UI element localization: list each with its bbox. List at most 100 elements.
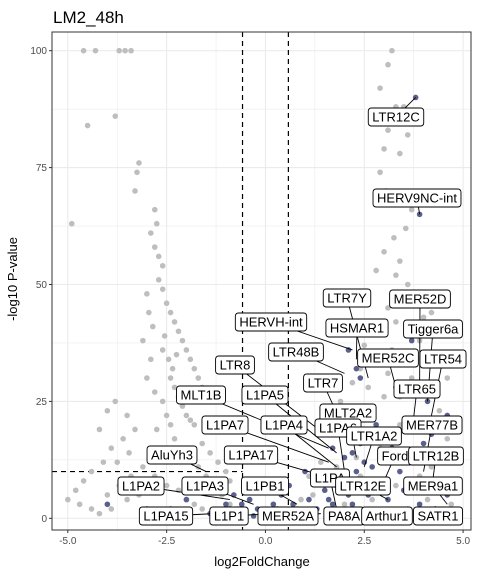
background-point <box>160 263 166 269</box>
background-point <box>69 221 75 227</box>
background-point <box>164 300 170 306</box>
background-point <box>101 459 107 465</box>
point-label: LTR12E <box>336 477 391 495</box>
point-label: LTR54 <box>420 350 466 368</box>
y-tick-label: 25 <box>36 397 48 408</box>
background-point <box>188 357 194 363</box>
background-point <box>140 464 146 470</box>
background-point <box>207 450 213 456</box>
background-point <box>381 249 387 255</box>
point-label: LTR12B <box>409 447 464 465</box>
background-point <box>369 497 375 503</box>
background-point <box>170 366 176 372</box>
label-text: L1PA17 <box>228 448 273 463</box>
background-point <box>89 506 95 512</box>
highlight-point <box>350 450 356 456</box>
background-point <box>310 492 316 498</box>
label-text: L1PA7 <box>206 418 244 433</box>
background-point <box>97 427 103 433</box>
point-label: MER52D <box>390 290 451 308</box>
label-text: Arthur1 <box>366 509 409 524</box>
highlight-point <box>354 469 360 475</box>
y-tick-label: 75 <box>36 163 48 174</box>
label-text: MER52C <box>362 351 415 366</box>
label-text: L1PA5 <box>246 388 284 403</box>
x-tick-label: 0.0 <box>258 536 272 547</box>
label-text: LTR8 <box>220 358 251 373</box>
highlight-point <box>271 501 277 507</box>
background-point <box>176 328 182 334</box>
background-point <box>393 319 399 325</box>
x-tick-label: 2.5 <box>357 536 371 547</box>
background-point <box>403 226 409 232</box>
point-label: L1PB1 <box>241 477 288 495</box>
background-point <box>105 492 111 498</box>
background-point <box>156 277 162 283</box>
highlight-point <box>330 501 336 507</box>
background-point <box>405 132 411 138</box>
label-text: HERV9NC-int <box>377 191 457 206</box>
point-label: L1PA3 <box>182 477 228 495</box>
point-label: LTR8 <box>216 356 255 374</box>
background-point <box>93 48 99 54</box>
y-tick-label: 0 <box>41 514 47 525</box>
label-text: LTR54 <box>424 352 462 367</box>
chart-title: LM2_48h <box>53 8 124 27</box>
background-point <box>381 394 387 400</box>
highlight-point <box>239 501 245 507</box>
background-point <box>393 483 399 489</box>
highlight-point <box>223 501 229 507</box>
point-label: LTR48B <box>269 343 324 361</box>
label-text: HSMAR1 <box>330 321 384 336</box>
point-label: Ford <box>378 447 413 465</box>
background-point <box>448 501 454 507</box>
label-text: LTR48B <box>273 345 320 360</box>
background-point <box>81 48 87 54</box>
background-point <box>350 380 356 386</box>
y-tick-label: 100 <box>30 46 47 57</box>
background-point <box>120 436 126 442</box>
background-point <box>160 399 166 405</box>
point-label: MER9a1 <box>404 477 463 495</box>
background-point <box>108 445 114 451</box>
background-point <box>184 347 190 353</box>
background-point <box>114 459 120 465</box>
background-point <box>148 357 154 363</box>
background-point <box>361 342 367 348</box>
highlight-point <box>105 501 111 507</box>
label-text: MER52A <box>262 509 314 524</box>
background-point <box>377 85 383 91</box>
highlight-point <box>306 497 312 503</box>
background-point <box>192 366 198 372</box>
highlight-point <box>385 497 391 503</box>
background-point <box>405 282 411 288</box>
background-point <box>152 244 158 250</box>
label-text: LTR1A2 <box>351 429 398 444</box>
highlight-point <box>358 375 364 381</box>
highlight-point <box>369 464 375 470</box>
background-point <box>73 487 79 493</box>
point-label: SATR1 <box>414 507 463 525</box>
label-text: L1PA2 <box>122 479 160 494</box>
point-label: PA8A <box>324 507 364 525</box>
background-point <box>132 427 138 433</box>
background-point <box>160 286 166 292</box>
background-point <box>124 497 130 503</box>
highlight-point <box>409 338 415 344</box>
background-point <box>199 506 205 512</box>
background-point <box>162 333 168 339</box>
point-label: L1PA7 <box>202 416 248 434</box>
background-point <box>136 160 142 166</box>
highlight-point <box>326 497 332 503</box>
background-point <box>192 501 198 507</box>
label-text: PA8A <box>328 509 361 524</box>
x-axis-label: log2FoldChange <box>214 554 309 569</box>
highlight-point <box>251 513 257 519</box>
background-point <box>373 268 379 274</box>
background-point <box>298 497 304 503</box>
background-point <box>365 385 371 391</box>
background-point <box>168 422 174 428</box>
